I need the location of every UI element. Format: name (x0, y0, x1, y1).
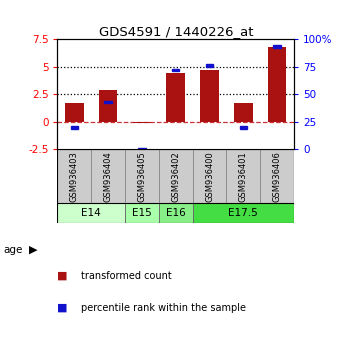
Text: ▶: ▶ (29, 245, 37, 255)
Bar (172, 69, 179, 71)
Text: GSM936403: GSM936403 (70, 151, 79, 202)
Bar (104, 101, 112, 103)
Bar (206, 64, 213, 67)
Text: GSM936400: GSM936400 (205, 151, 214, 202)
Text: E14: E14 (81, 208, 101, 218)
Text: E17.5: E17.5 (228, 208, 258, 218)
Bar (166, 73, 185, 122)
Bar (125, 149, 159, 204)
Text: ■: ■ (57, 303, 68, 313)
Text: transformed count: transformed count (81, 271, 172, 281)
Text: age: age (3, 245, 23, 255)
Bar (226, 149, 260, 204)
Bar (91, 149, 125, 204)
Bar (71, 126, 78, 129)
Text: GSM936401: GSM936401 (239, 151, 248, 202)
Bar (234, 103, 252, 122)
Text: E15: E15 (132, 208, 152, 218)
Text: GSM936405: GSM936405 (138, 151, 146, 202)
Bar (159, 204, 193, 223)
Bar (268, 47, 286, 122)
Bar (99, 90, 117, 122)
Bar (159, 149, 193, 204)
Bar (193, 204, 294, 223)
Bar (240, 126, 247, 129)
Text: GSM936402: GSM936402 (171, 151, 180, 202)
Title: GDS4591 / 1440226_at: GDS4591 / 1440226_at (98, 25, 253, 38)
Bar (138, 148, 146, 150)
Bar (65, 103, 84, 122)
Text: ■: ■ (57, 271, 68, 281)
Bar (200, 70, 219, 122)
Text: E16: E16 (166, 208, 186, 218)
Bar (193, 149, 226, 204)
Bar (125, 204, 159, 223)
Bar (273, 45, 281, 48)
Text: GSM936404: GSM936404 (104, 151, 113, 202)
Text: GSM936406: GSM936406 (273, 151, 282, 202)
Bar (57, 149, 91, 204)
Bar (57, 204, 125, 223)
Bar (260, 149, 294, 204)
Bar (132, 122, 151, 123)
Text: percentile rank within the sample: percentile rank within the sample (81, 303, 246, 313)
